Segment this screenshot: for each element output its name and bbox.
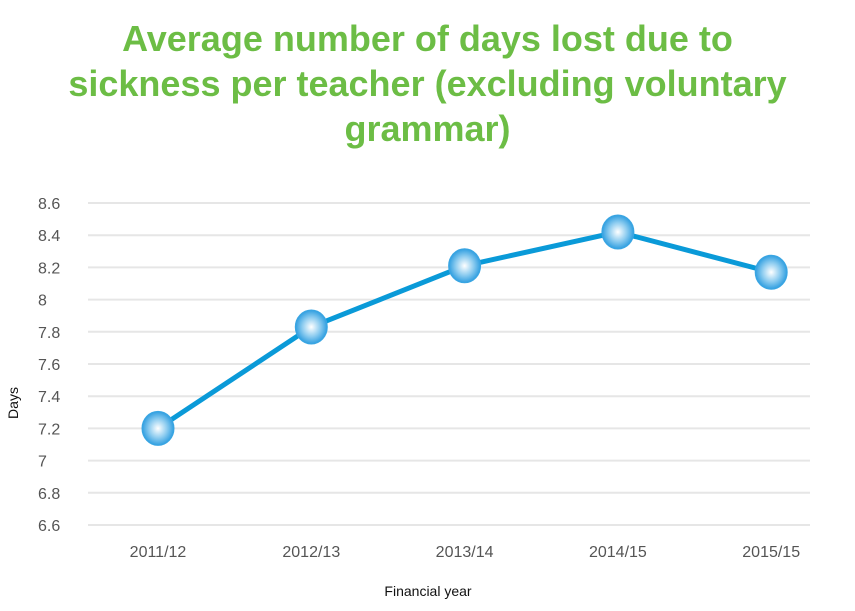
x-tick-label: 2013/14 [436, 544, 494, 561]
data-point-marker [448, 248, 482, 284]
y-tick-label: 6.6 [38, 518, 60, 535]
data-point-marker [601, 214, 635, 250]
x-tick-label: 2012/13 [282, 544, 340, 561]
x-tick-label: 2015/15 [742, 544, 800, 561]
x-tick-label: 2011/12 [130, 544, 187, 561]
y-tick-label: 8.4 [38, 228, 60, 245]
y-tick-label: 7 [38, 454, 47, 471]
y-tick-label: 7.8 [38, 325, 60, 342]
x-axis-label: Financial year [384, 583, 471, 599]
y-axis-label: Days [5, 387, 21, 419]
data-point-marker [141, 410, 175, 446]
y-tick-label: 6.8 [38, 486, 60, 503]
y-tick-label: 8.2 [38, 260, 60, 277]
data-point-marker [754, 254, 788, 290]
y-tick-label: 7.2 [38, 421, 60, 438]
y-tick-label: 7.6 [38, 357, 60, 374]
y-tick-label: 8.6 [38, 196, 60, 213]
x-tick-label: 2014/15 [589, 544, 647, 561]
y-tick-label: 8 [38, 293, 47, 310]
chart-title: Average number of days lost due to sickn… [68, 18, 787, 149]
data-point-marker [294, 309, 328, 345]
y-tick-label: 7.4 [38, 389, 60, 406]
